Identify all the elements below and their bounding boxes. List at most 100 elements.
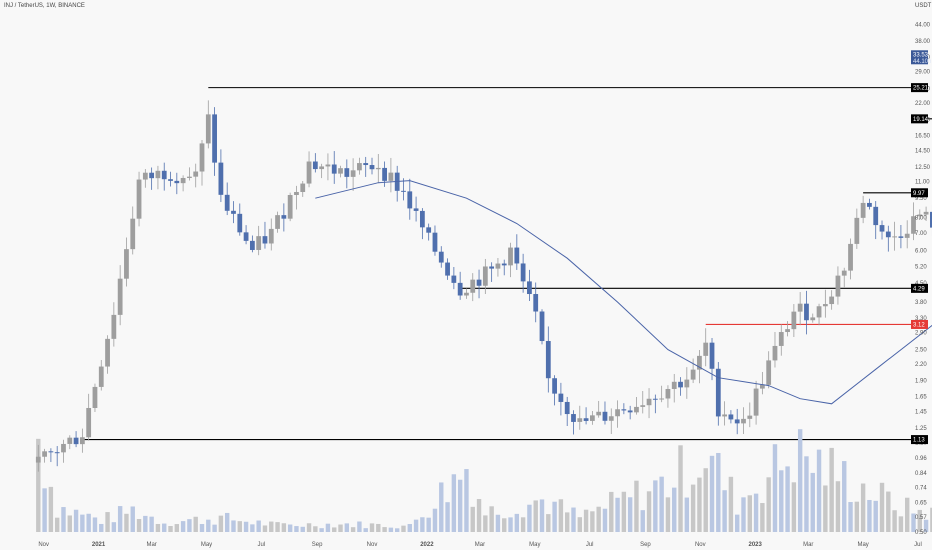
candle-body (533, 294, 539, 312)
candle-body (243, 232, 249, 241)
volume-bar (344, 523, 350, 532)
volume-bar (577, 517, 582, 532)
volume-bar (804, 456, 809, 532)
candle-body (375, 167, 381, 170)
volume-bar (313, 526, 318, 532)
y-tick-label: 6.00 (915, 248, 927, 254)
candle-body (634, 406, 639, 413)
volume-bar (785, 466, 790, 532)
volume-bar (231, 520, 236, 532)
volume-bar (539, 499, 545, 532)
volume-bar (180, 521, 186, 532)
candle-body (753, 388, 759, 416)
candle-body (407, 191, 413, 209)
volume-bar (640, 510, 645, 532)
x-tick-label: Nov (38, 542, 49, 548)
candle-body (860, 202, 866, 218)
volume-bar (653, 480, 658, 532)
volume-bar (489, 506, 494, 532)
volume-bar (42, 488, 47, 532)
volume-bar (747, 495, 752, 532)
volume-bar (357, 521, 362, 532)
candle-body (237, 213, 243, 233)
volume-bar (401, 525, 406, 532)
volume-bar (533, 500, 538, 532)
candle-body (703, 342, 709, 356)
volume-bar (835, 481, 841, 532)
level-tag-text: 9.97 (913, 191, 925, 197)
volume-bar (143, 515, 148, 532)
volume-bar (124, 513, 129, 532)
volume-bar (898, 516, 904, 532)
candle-body (98, 366, 104, 387)
volume-bar (678, 445, 683, 532)
candle-body (325, 164, 331, 167)
candle-body (105, 338, 110, 367)
candle-body (621, 409, 627, 411)
candle-body (35, 456, 41, 463)
volume-bar (250, 524, 255, 532)
volume-bar (281, 523, 287, 532)
candle-body (445, 262, 450, 276)
volume-bar (162, 523, 167, 532)
candle-body (256, 236, 262, 250)
candle-body (923, 211, 929, 215)
candle-body (457, 282, 463, 296)
level-price-tag: 1.13 (911, 435, 928, 445)
candle-body (149, 172, 155, 179)
candle-body (709, 342, 715, 369)
volume-bar (92, 517, 98, 532)
x-tick-label: 2023 (749, 542, 763, 548)
candle-body (438, 251, 444, 263)
volume-bar (111, 522, 117, 532)
volume-bar (269, 521, 274, 532)
volume-bar (904, 497, 910, 532)
y-tick-label: 1.45 (915, 409, 927, 415)
level-tag-text: 3.12 (913, 322, 925, 328)
y-tick-label: 8.00 (915, 216, 927, 222)
volume-bar (571, 507, 576, 532)
volume-bar (420, 517, 425, 532)
volume-bar (672, 487, 677, 532)
level-tag-box (911, 319, 928, 329)
candle-body (344, 168, 350, 177)
time-axis: Nov 2021 Mar May Jul Sep Nov 2022 Mar May Jul Sep No… (38, 542, 921, 548)
candle-body (130, 218, 136, 250)
candle-body (652, 398, 658, 400)
volume-bar (325, 523, 331, 532)
level-price-tag: 25.21 (911, 83, 929, 93)
candle-body (86, 407, 92, 438)
x-tick-label: Mar (475, 542, 485, 548)
candle-body (306, 161, 312, 184)
x-tick-label: May (857, 542, 868, 548)
candle-body (854, 217, 860, 244)
volume-bar (697, 477, 702, 532)
volume-bar (212, 524, 217, 532)
volume-bar (930, 507, 932, 532)
candle-body (155, 170, 161, 179)
candle-body (564, 401, 570, 415)
volume-bar (734, 514, 740, 532)
level-tag-text: 25.21 (913, 86, 929, 92)
candle-body (558, 393, 564, 402)
volume-bar (99, 523, 104, 532)
volume-bar (130, 506, 135, 532)
candle-body (602, 411, 608, 421)
volume-bar (558, 499, 564, 532)
volume-bar (709, 455, 715, 532)
volume-bar (61, 507, 66, 532)
volume-bar (275, 522, 280, 532)
y-tick-label: 29.00 (915, 70, 931, 76)
volume-bar (168, 526, 173, 532)
volume-bar (602, 508, 608, 532)
candle-body (79, 437, 85, 445)
y-tick-label: 2.90 (915, 331, 927, 337)
candle-body (678, 381, 683, 388)
candle-body (294, 191, 299, 196)
y-tick-label: 0.96 (915, 456, 927, 462)
candle-body (275, 215, 280, 229)
volume-bar (564, 512, 570, 532)
level-price-tag: 9.97 (911, 188, 928, 198)
level-tag-box (911, 114, 928, 124)
